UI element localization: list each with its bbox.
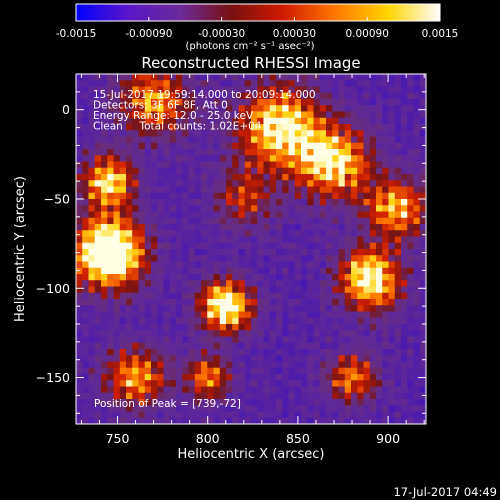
- annotation-block: 15-Jul-2017 19:59:14.000 to 20:09:14.000…: [93, 89, 316, 133]
- y-axis: 0 −50 −100 −150: [36, 73, 426, 414]
- chart-title: Reconstructed RHESSI Image: [141, 54, 360, 72]
- colorbar-tick-label: -0.00090: [125, 28, 172, 40]
- x-tick-label: 900: [376, 431, 400, 446]
- colorbar-tick-label: -0.00030: [198, 28, 245, 40]
- x-axis: 750 800 850 900: [80, 74, 425, 446]
- colorbar-tick-label: -0.0015: [56, 28, 97, 40]
- annotation-time-range: 15-Jul-2017 19:59:14.000 to 20:09:14.000: [93, 89, 316, 101]
- peak-position-label: Position of Peak = [739,-72]: [94, 398, 241, 410]
- colorbar-tick-label: 0.00090: [345, 28, 388, 40]
- x-axis-label: Heliocentric X (arcsec): [178, 447, 325, 462]
- annotation-energy-range: Energy Range: 12.0 - 25.0 keV: [93, 110, 254, 122]
- colorbar: -0.0015 -0.00090 -0.00030 0.00030 0.00090 0.0…: [56, 3, 459, 52]
- y-axis-label: Heliocentric Y (arcsec): [13, 176, 28, 322]
- plot-frame: [75, 73, 427, 425]
- x-tick-label: 750: [106, 431, 130, 446]
- heatmap-image: [76, 74, 426, 424]
- x-tick-label: 800: [196, 431, 220, 446]
- colorbar-tick-label: 0.0015: [422, 28, 459, 40]
- y-tick-label: 0: [62, 102, 70, 117]
- footer-timestamp: 17-Jul-2017 04:49: [393, 485, 497, 499]
- annotation-detectors: Detectors: 3F 6F 8F, Att 0: [93, 100, 228, 112]
- y-tick-label: −100: [36, 281, 70, 296]
- colorbar-tick-label: 0.00030: [273, 28, 316, 40]
- colorbar-gradient: [75, 3, 441, 22]
- colorbar-ticks: -0.0015 -0.00090 -0.00030 0.00030 0.00090 0.0…: [56, 17, 459, 40]
- colorbar-unit-label: (photons cm⁻² s⁻¹ asec⁻²): [185, 41, 314, 52]
- x-tick-label: 850: [286, 431, 310, 446]
- y-tick-label: −50: [44, 192, 70, 207]
- y-tick-label: −150: [36, 370, 70, 385]
- annotation-clean-counts: Clean Total counts: 1.02E+04: [93, 121, 262, 133]
